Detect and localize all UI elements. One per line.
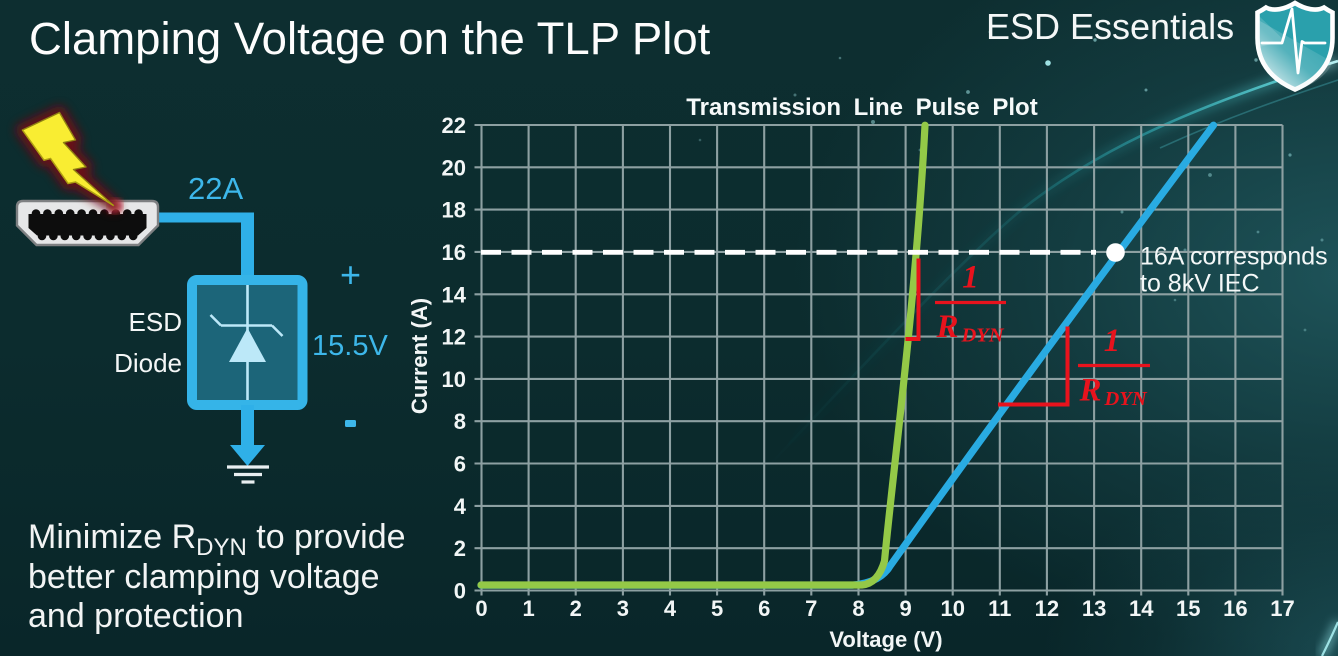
svg-text:5: 5: [711, 596, 723, 621]
svg-text:20: 20: [442, 155, 466, 180]
svg-text:9: 9: [899, 596, 911, 621]
svg-text:8: 8: [454, 409, 466, 434]
svg-text:4: 4: [664, 596, 677, 621]
svg-text:10: 10: [940, 596, 964, 621]
svg-text:R: R: [936, 309, 959, 345]
svg-text:15: 15: [1176, 596, 1200, 621]
svg-text:R: R: [1079, 373, 1102, 409]
svg-text:18: 18: [442, 198, 466, 223]
svg-text:DYN: DYN: [961, 325, 1005, 347]
svg-text:Transmission Line Pulse Plot: Transmission Line Pulse Plot: [686, 94, 1037, 121]
svg-text:Voltage (V): Voltage (V): [829, 627, 942, 652]
svg-text:1: 1: [522, 596, 534, 621]
svg-text:14: 14: [1129, 596, 1154, 621]
svg-text:7: 7: [805, 596, 817, 621]
svg-text:4: 4: [454, 494, 467, 519]
svg-text:DYN: DYN: [1104, 388, 1148, 410]
svg-text:12: 12: [1035, 596, 1059, 621]
svg-text:2: 2: [570, 596, 582, 621]
svg-text:1: 1: [1104, 323, 1121, 359]
svg-text:13: 13: [1082, 596, 1106, 621]
svg-text:to 8kV IEC: to 8kV IEC: [1140, 270, 1260, 298]
svg-text:Current (A): Current (A): [407, 298, 432, 414]
svg-text:12: 12: [442, 325, 466, 350]
svg-text:0: 0: [454, 579, 466, 604]
svg-text:1: 1: [962, 260, 979, 296]
svg-text:6: 6: [758, 596, 770, 621]
svg-text:2: 2: [454, 536, 466, 561]
svg-text:10: 10: [442, 367, 466, 392]
svg-text:16A corresponds: 16A corresponds: [1140, 243, 1328, 271]
svg-text:14: 14: [442, 282, 467, 307]
svg-text:6: 6: [454, 452, 466, 477]
svg-text:0: 0: [475, 596, 487, 621]
svg-text:11: 11: [988, 596, 1011, 621]
svg-text:8: 8: [852, 596, 864, 621]
svg-text:16: 16: [1223, 596, 1247, 621]
svg-text:16: 16: [442, 240, 466, 265]
svg-text:22: 22: [442, 113, 466, 138]
svg-text:17: 17: [1270, 596, 1294, 621]
svg-text:3: 3: [617, 596, 629, 621]
